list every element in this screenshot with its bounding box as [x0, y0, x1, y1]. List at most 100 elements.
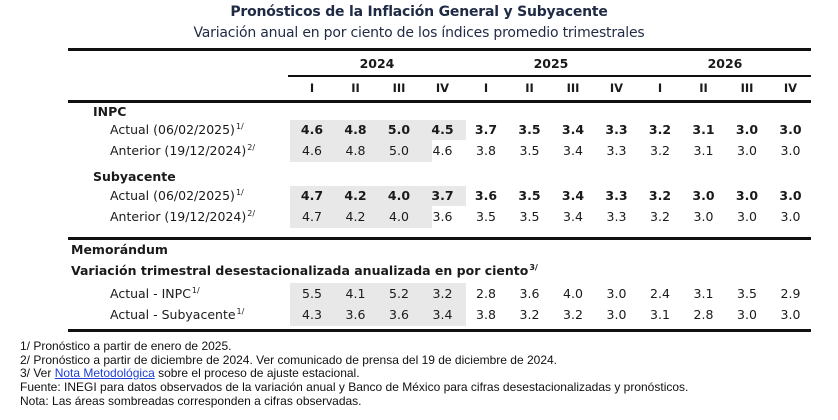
table-cell: 3.0: [780, 209, 801, 224]
row-label: Anterior (19/12/2024)2/: [110, 209, 255, 224]
table-cell: 4.0: [563, 286, 583, 301]
row-label: Actual - INPC1/: [110, 286, 200, 301]
year-header-2024: 2024: [359, 56, 395, 71]
footnote-3-prefix: 3/ Ver: [20, 366, 55, 380]
table-cell: 4.2: [344, 188, 367, 203]
section-memo-sublabel: Variación trimestral desestacionalizada …: [71, 263, 538, 278]
table-cell: 2.9: [780, 286, 801, 301]
quarter-header: III: [392, 81, 406, 95]
table-cell: 3.3: [605, 122, 628, 137]
quarter-header: IV: [609, 81, 624, 95]
table-cell: 3.6: [389, 307, 409, 322]
table-cell: 3.0: [735, 122, 759, 137]
table-cell: 4.6: [302, 143, 322, 158]
row-label: Anterior (19/12/2024)2/: [110, 143, 255, 158]
table-cell: 4.2: [345, 209, 366, 224]
table-cell: 5.0: [389, 143, 409, 158]
table-cell: 3.6: [432, 209, 453, 224]
memo-sublabel-note: 3/: [529, 263, 538, 272]
row-label: Actual (06/02/2025)1/: [110, 122, 244, 137]
shade-inpc-anterior: [290, 140, 432, 162]
quarter-header: I: [657, 81, 663, 95]
table-cell: 3.3: [605, 188, 628, 203]
table-cell: 3.8: [476, 143, 496, 158]
quarter-header: II: [525, 81, 534, 95]
shade-sub-actual: [290, 186, 466, 206]
table-cell: 3.6: [474, 188, 498, 203]
table-cell: 3.1: [693, 286, 714, 301]
table-cell: 4.0: [387, 188, 411, 203]
table-cell: 3.5: [519, 209, 540, 224]
table-cell: 3.1: [692, 122, 715, 137]
table-cell: 4.6: [300, 122, 324, 137]
table-cell: 3.5: [737, 286, 757, 301]
quarter-header: II: [699, 81, 708, 95]
quarter-header: IV: [783, 81, 798, 95]
footnote-1: 1/ Pronóstico a partir de enero de 2025.: [20, 339, 232, 353]
table-cell: 4.8: [344, 122, 367, 137]
table-cell: 3.0: [606, 286, 627, 301]
table-cell: 3.4: [561, 122, 585, 137]
table-cell: 3.0: [780, 307, 801, 322]
table-cell: 3.0: [606, 307, 627, 322]
year-header-2025: 2025: [533, 56, 569, 71]
table-cell: 3.4: [563, 209, 583, 224]
table-cell: 3.1: [693, 143, 714, 158]
row-label-text: Anterior (19/12/2024): [110, 209, 247, 224]
section-memorandum: Memorándum: [71, 242, 168, 257]
table-cell: 3.0: [737, 143, 757, 158]
memo-sublabel-text: Variación trimestral desestacionalizada …: [71, 263, 529, 278]
table-cell: 3.2: [563, 307, 583, 322]
table-cell: 3.7: [474, 122, 498, 137]
table-cell: 3.0: [735, 188, 759, 203]
table-cell: 3.5: [518, 188, 541, 203]
table-cell: 3.2: [432, 286, 453, 301]
table-cell: 3.7: [431, 188, 454, 203]
footnote-fuente: Fuente: INEGI para datos observados de l…: [20, 379, 689, 394]
table-cell: 3.0: [693, 209, 714, 224]
table-cell: 3.0: [692, 188, 715, 203]
footnote-3-suffix: sobre el proceso de ajuste estacional.: [154, 366, 360, 380]
table-cell: 4.8: [345, 143, 366, 158]
row-label-note: 1/: [191, 286, 200, 295]
quarter-header: I: [483, 81, 489, 95]
row-label-note: 1/: [235, 122, 244, 131]
table-cell: 5.5: [302, 286, 322, 301]
table-cell: 4.5: [431, 122, 454, 137]
footnote-2: 2/ Pronóstico a partir de diciembre de 2…: [20, 352, 557, 367]
row-label-note: 1/: [236, 307, 245, 316]
table-cell: 3.4: [563, 143, 583, 158]
row-label-note: 2/: [247, 143, 256, 152]
table-cell: 3.5: [519, 143, 540, 158]
row-label: Actual (06/02/2025)1/: [110, 188, 244, 203]
row-label-text: Actual (06/02/2025): [110, 188, 235, 203]
shade-sub-anterior: [290, 206, 432, 228]
shade-inpc-actual: [290, 120, 466, 140]
table-cell: 3.8: [476, 307, 496, 322]
table-cell: 4.0: [389, 209, 409, 224]
row-label: Actual - Subyacente1/: [110, 307, 244, 322]
table-cell: 3.2: [648, 188, 672, 203]
table-cell: 3.0: [737, 209, 757, 224]
quarter-header: I: [309, 81, 315, 95]
table-cell: 4.7: [302, 209, 322, 224]
table-title: Pronósticos de la Inflación General y Su…: [230, 4, 608, 20]
table-cell: 5.2: [389, 286, 409, 301]
table-cell: 3.0: [737, 307, 757, 322]
table-cell: 3.0: [779, 122, 802, 137]
row-label-note: 1/: [235, 188, 244, 197]
section-subyacente: Subyacente: [93, 169, 176, 184]
section-inpc: INPC: [93, 104, 127, 119]
row-label-text: Actual - Subyacente: [110, 307, 236, 322]
table-subtitle: Variación anual en por ciento de los índ…: [193, 25, 645, 41]
table-cell: 3.3: [606, 209, 627, 224]
table-cell: 4.1: [345, 286, 366, 301]
table-cell: 3.0: [779, 188, 802, 203]
table-cell: 3.2: [648, 122, 672, 137]
table-cell: 3.1: [650, 307, 670, 322]
nota-metodologica-link[interactable]: Nota Metodológica: [54, 366, 155, 380]
table-cell: 2.8: [476, 286, 496, 301]
table-cell: 3.6: [519, 286, 540, 301]
bottom-rule: [68, 329, 811, 332]
table-cell: 3.4: [432, 307, 453, 322]
